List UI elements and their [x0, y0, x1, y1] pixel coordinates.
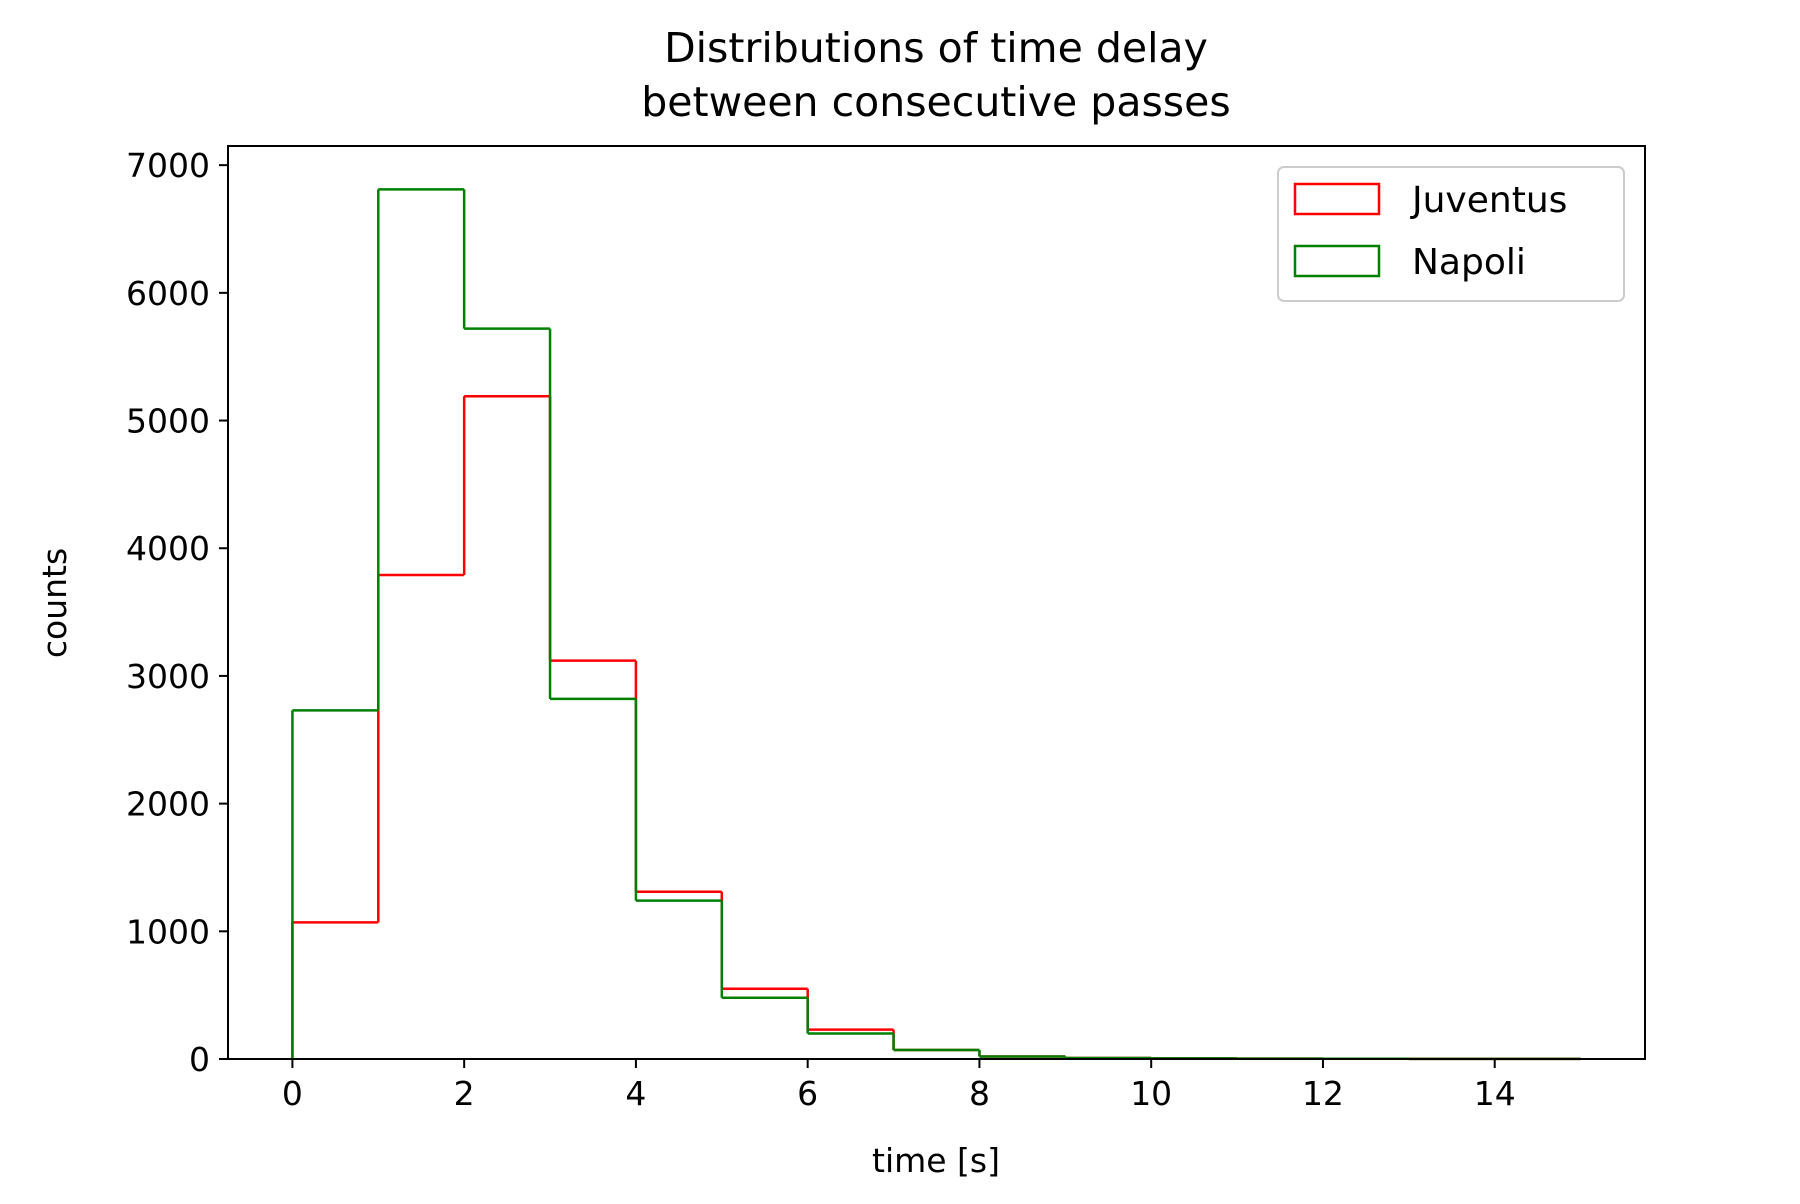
x-tick-label: 10 [1130, 1074, 1172, 1113]
y-tick-label: 6000 [126, 274, 210, 313]
x-tick-label: 12 [1302, 1074, 1344, 1113]
x-axis-label: time [s] [872, 1141, 1000, 1180]
y-tick-label: 3000 [126, 657, 210, 696]
legend-label-napoli: Napoli [1412, 242, 1526, 283]
y-tick-label: 1000 [126, 912, 210, 951]
x-tick-label: 14 [1474, 1074, 1516, 1113]
y-tick-label: 7000 [126, 146, 210, 185]
y-axis-label: counts [35, 548, 74, 658]
x-tick-label: 8 [969, 1074, 990, 1113]
y-tick-label: 5000 [126, 402, 210, 441]
x-tick-label: 2 [454, 1074, 475, 1113]
chart-title-line-1: Distributions of time delay [664, 24, 1208, 72]
y-tick-label: 2000 [126, 785, 210, 824]
legend-label-juventus: Juventus [1410, 180, 1567, 221]
x-tick-label: 4 [625, 1074, 646, 1113]
x-tick-label: 0 [282, 1074, 303, 1113]
y-tick-label: 0 [189, 1040, 210, 1079]
chart-title-line-2: between consecutive passes [641, 78, 1231, 126]
x-tick-label: 6 [797, 1074, 818, 1113]
axis-ticks: 0 2 4 6 8 10 12 14 0 1000 2000 3000 4000 5000 6000 7000 [126, 146, 1516, 1113]
chart-legend: Juventus Napoli [1277, 166, 1625, 302]
plot-area-frame [227, 145, 1646, 1060]
legend-swatch-napoli [1293, 244, 1381, 278]
legend-box [1277, 166, 1625, 302]
legend-swatch-juventus [1293, 182, 1381, 216]
y-tick-label: 4000 [126, 529, 210, 568]
